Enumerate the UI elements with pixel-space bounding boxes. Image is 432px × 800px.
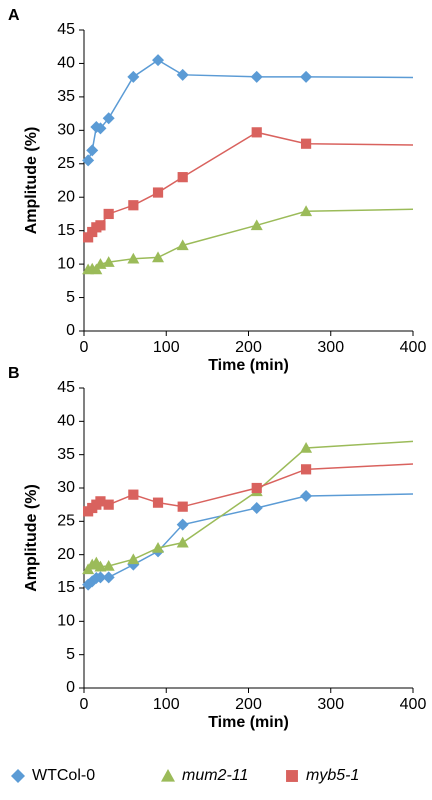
y-tick-label: 5 [66, 646, 75, 663]
marker [176, 536, 189, 548]
marker [95, 220, 106, 231]
marker [177, 501, 188, 512]
y-tick-label: 10 [57, 613, 75, 630]
marker [300, 205, 313, 217]
y-tick-label: 25 [57, 155, 75, 172]
series-line [87, 493, 414, 586]
series-line [87, 131, 414, 238]
y-tick-label: 15 [57, 222, 75, 239]
marker [300, 490, 313, 502]
y-tick-label: 5 [66, 289, 75, 306]
marker [300, 442, 313, 453]
marker [250, 70, 263, 83]
marker [176, 518, 189, 531]
marker [127, 252, 140, 264]
marker [251, 482, 262, 494]
series-line [87, 440, 414, 570]
y-tick-label: 35 [57, 88, 75, 105]
x-tick-label: 200 [235, 339, 262, 356]
y-tick-label: 45 [57, 379, 75, 396]
marker [103, 208, 114, 220]
marker [128, 200, 139, 211]
marker [152, 497, 164, 508]
y-tick-label: 0 [66, 679, 75, 696]
marker [250, 219, 263, 231]
marker [300, 70, 313, 83]
marker [127, 553, 140, 565]
x-tick-label: 300 [317, 696, 344, 713]
legend-marker [11, 769, 25, 783]
marker [152, 187, 164, 198]
y-tick-label: 25 [57, 513, 75, 530]
legend-label: myb5-1 [306, 767, 359, 784]
y-tick-label: 15 [57, 579, 75, 596]
y-tick-label: 10 [57, 255, 75, 272]
legend-label: mum2-11 [182, 767, 248, 784]
legend-marker [286, 770, 298, 782]
y-axis-label: Amplitude (%) [23, 127, 40, 235]
marker [176, 68, 189, 81]
x-tick-label: 100 [153, 696, 180, 713]
marker [86, 144, 99, 157]
marker [128, 489, 139, 500]
y-tick-label: 20 [57, 546, 75, 563]
marker [152, 542, 165, 553]
x-tick-label: 400 [400, 696, 427, 713]
x-tick-label: 400 [400, 339, 427, 356]
marker [152, 54, 165, 67]
marker [83, 232, 94, 243]
marker [102, 112, 115, 125]
marker [103, 499, 114, 510]
legend-label: WTCol-0 [32, 767, 95, 784]
marker [177, 172, 188, 183]
marker [102, 560, 115, 571]
marker [94, 122, 107, 135]
marker [251, 127, 262, 138]
y-tick-label: 30 [57, 479, 75, 496]
marker [102, 571, 115, 584]
marker [300, 464, 312, 475]
x-axis-label: Time (min) [208, 714, 289, 731]
marker [250, 502, 263, 514]
marker [102, 256, 115, 267]
x-tick-label: 200 [235, 696, 262, 713]
marker [176, 239, 189, 251]
x-axis-label: Time (min) [208, 357, 289, 374]
marker [152, 251, 165, 263]
panel-label: B [8, 365, 20, 382]
y-tick-label: 20 [57, 188, 75, 205]
series-line [87, 463, 414, 512]
y-tick-label: 35 [57, 446, 75, 463]
y-axis-label: Amplitude (%) [23, 484, 40, 592]
x-tick-label: 300 [317, 339, 344, 356]
marker [300, 138, 312, 149]
marker [82, 154, 95, 167]
y-tick-label: 0 [66, 322, 75, 339]
x-tick-label: 0 [80, 339, 89, 356]
legend-marker [161, 769, 175, 782]
y-tick-label: 45 [57, 21, 75, 38]
x-tick-label: 0 [80, 696, 89, 713]
y-tick-label: 30 [57, 122, 75, 139]
marker [94, 571, 107, 584]
marker [127, 70, 140, 83]
marker [95, 496, 106, 507]
marker [94, 560, 107, 572]
panel-label: A [8, 7, 20, 24]
x-tick-label: 100 [153, 339, 180, 356]
y-tick-label: 40 [57, 413, 75, 430]
y-tick-label: 40 [57, 55, 75, 72]
